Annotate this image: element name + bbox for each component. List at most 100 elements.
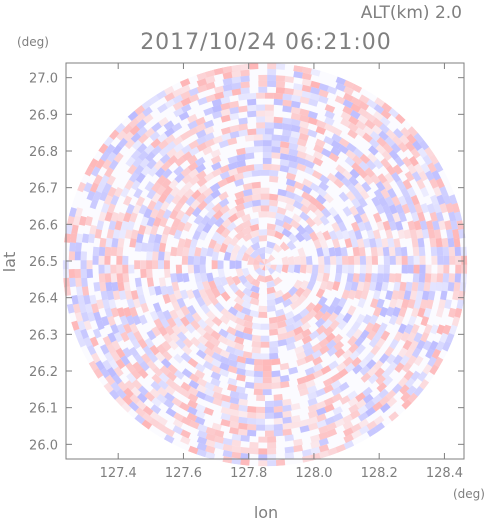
radar-cell <box>219 242 228 253</box>
radar-cell <box>104 307 113 318</box>
radar-cell <box>374 97 385 108</box>
radar-cell <box>122 395 133 406</box>
radar-cell <box>343 86 354 96</box>
radar-cell <box>407 264 414 274</box>
radar-cell <box>197 200 208 211</box>
radar-cell <box>125 315 135 326</box>
radar-cell <box>158 146 170 157</box>
radar-cell <box>140 216 149 227</box>
radar-cell <box>436 273 444 283</box>
radar-cell <box>180 97 192 107</box>
radar-cell <box>444 299 452 310</box>
radar-cell <box>310 434 321 443</box>
radar-cell <box>98 211 107 222</box>
radar-cell <box>233 172 244 181</box>
radar-cell <box>195 222 206 233</box>
radar-cell <box>265 274 274 283</box>
radar-cell <box>265 264 268 271</box>
radar-cell <box>370 173 381 185</box>
radar-cell <box>341 289 351 300</box>
radar-cell <box>118 229 127 239</box>
radar-cell <box>220 394 231 403</box>
radar-cell <box>260 335 270 342</box>
radar-cell <box>296 156 307 166</box>
radar-cell <box>279 153 290 161</box>
radar-cell <box>265 430 274 437</box>
radar-cell <box>304 166 315 176</box>
radar-cell <box>76 286 84 296</box>
radar-cell <box>254 254 262 262</box>
radar-cell <box>236 165 247 174</box>
radar-cell <box>311 343 322 353</box>
radar-cell <box>122 123 133 135</box>
radar-cell <box>440 290 448 301</box>
radar-cell <box>312 363 324 373</box>
radar-cell <box>321 207 332 218</box>
radar-cell <box>240 453 250 460</box>
radar-cell <box>213 209 224 220</box>
radar-cell <box>310 80 321 89</box>
radar-cell <box>399 281 407 292</box>
radar-cell <box>143 208 153 219</box>
radar-cell <box>296 294 307 305</box>
radar-cell <box>166 371 177 382</box>
radar-cell <box>174 149 185 160</box>
radar-cell <box>281 291 292 302</box>
radar-cell <box>188 445 199 455</box>
radar-cell <box>286 240 297 251</box>
radar-cell <box>406 385 417 396</box>
radar-cell <box>365 255 373 265</box>
radar-cell <box>259 264 265 270</box>
radar-cell <box>397 290 406 301</box>
radar-cell <box>247 406 257 413</box>
radar-cell <box>385 389 397 401</box>
radar-cell <box>251 169 261 177</box>
radar-cell <box>170 246 178 257</box>
radar-cell <box>319 174 330 185</box>
radar-cell <box>443 255 450 265</box>
radar-cell <box>129 393 141 405</box>
radar-cell <box>319 345 330 355</box>
radar-cell <box>262 383 272 390</box>
radar-cell <box>231 64 241 72</box>
radar-cell <box>68 251 76 261</box>
radar-cell <box>77 294 85 305</box>
radar-cell <box>275 212 285 221</box>
radar-cell <box>219 349 230 359</box>
radar-cell <box>397 323 407 334</box>
radar-cell <box>459 282 467 292</box>
radar-cell <box>269 322 279 330</box>
radar-cell <box>415 229 424 239</box>
radar-cell <box>111 281 119 292</box>
radar-cell <box>212 391 223 401</box>
radar-cell <box>302 231 312 242</box>
radar-cell <box>231 275 241 286</box>
radar-cell <box>163 120 175 131</box>
radar-cell <box>146 216 156 227</box>
radar-cell <box>174 156 186 167</box>
radar-cell <box>282 99 292 107</box>
radar-cell <box>262 371 272 378</box>
radar-cell <box>247 110 257 118</box>
radar-cell <box>419 255 426 265</box>
radar-cell <box>282 422 292 430</box>
radar-cell <box>348 115 359 126</box>
radar-cell <box>307 404 318 413</box>
radar-cell <box>163 434 175 444</box>
radar-cell <box>266 280 276 289</box>
radar-cell <box>107 315 116 327</box>
radar-cell <box>259 261 265 265</box>
radar-cell <box>324 116 335 126</box>
radar-cell <box>203 347 215 358</box>
radar-cell <box>180 213 190 224</box>
radar-cell <box>87 344 97 356</box>
radar-cell <box>187 399 198 409</box>
radar-cell <box>313 238 322 249</box>
radar-cell <box>430 324 439 335</box>
radar-cell <box>259 259 265 265</box>
radar-cell <box>302 341 313 351</box>
radar-cell <box>139 158 150 169</box>
radar-cell <box>231 451 242 459</box>
radar-cell <box>279 165 290 173</box>
radar-cell <box>352 190 363 201</box>
